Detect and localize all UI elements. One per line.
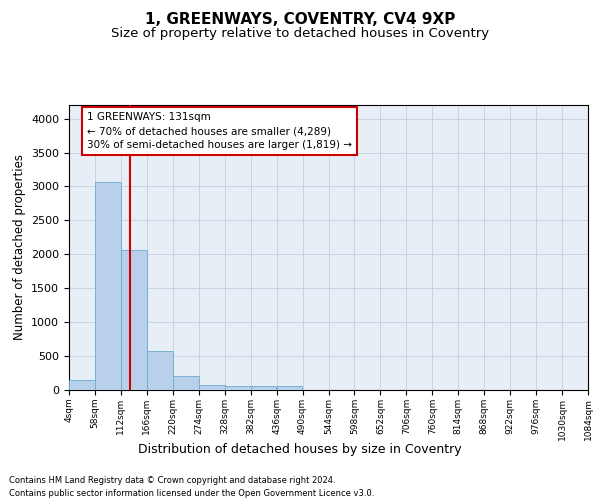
Bar bbox=[199, 385, 224, 390]
Y-axis label: Number of detached properties: Number of detached properties bbox=[13, 154, 26, 340]
Bar bbox=[95, 182, 121, 390]
Text: Size of property relative to detached houses in Coventry: Size of property relative to detached ho… bbox=[111, 28, 489, 40]
Bar bbox=[173, 376, 199, 390]
Bar bbox=[277, 386, 302, 390]
Bar bbox=[69, 380, 95, 390]
Text: 1 GREENWAYS: 131sqm
← 70% of detached houses are smaller (4,289)
30% of semi-det: 1 GREENWAYS: 131sqm ← 70% of detached ho… bbox=[87, 112, 352, 150]
Text: Contains HM Land Registry data © Crown copyright and database right 2024.: Contains HM Land Registry data © Crown c… bbox=[9, 476, 335, 485]
Bar bbox=[251, 386, 277, 390]
Text: 1, GREENWAYS, COVENTRY, CV4 9XP: 1, GREENWAYS, COVENTRY, CV4 9XP bbox=[145, 12, 455, 28]
Bar bbox=[147, 352, 173, 390]
Bar bbox=[225, 386, 251, 390]
Text: Distribution of detached houses by size in Coventry: Distribution of detached houses by size … bbox=[138, 442, 462, 456]
Bar bbox=[121, 250, 147, 390]
Text: Contains public sector information licensed under the Open Government Licence v3: Contains public sector information licen… bbox=[9, 489, 374, 498]
